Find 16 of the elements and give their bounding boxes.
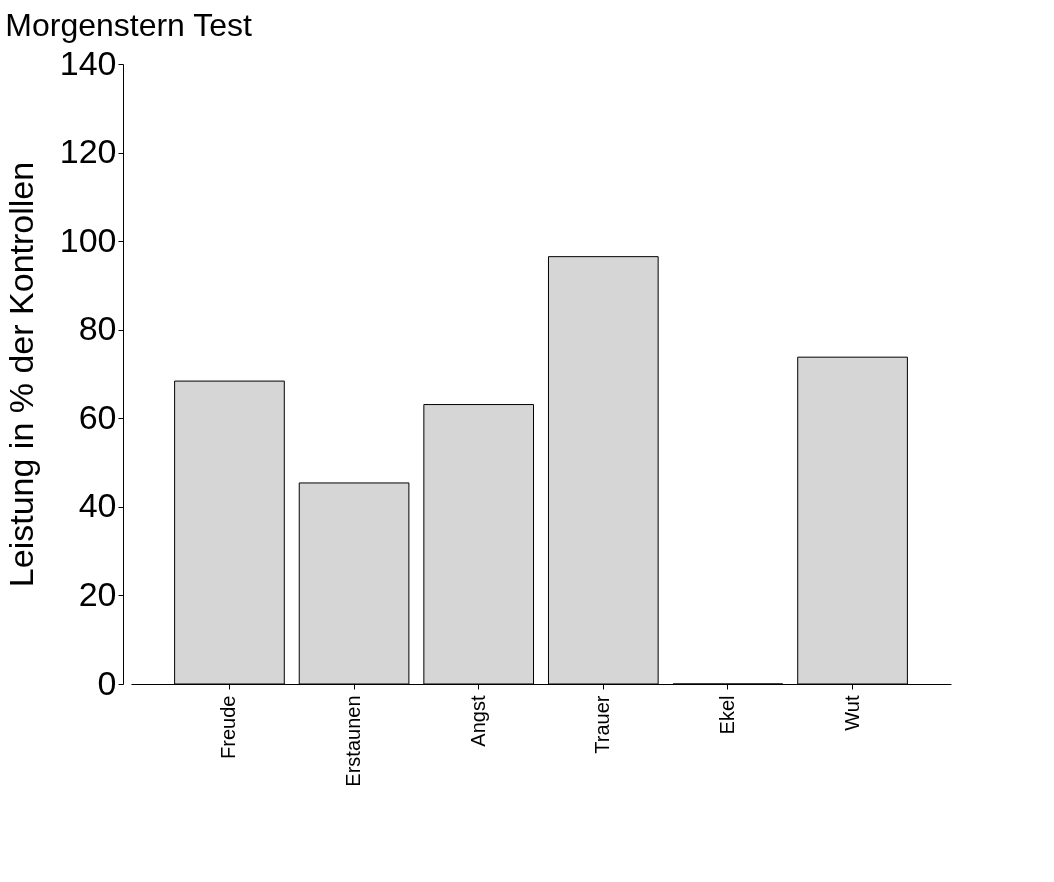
y-tick-label: 80 bbox=[78, 309, 117, 348]
y-tick-label: 100 bbox=[59, 220, 117, 259]
x-tick-label: Wut bbox=[840, 695, 863, 731]
y-axis-title: Leistung in % der Kontrollen bbox=[1, 161, 40, 588]
x-tick-label: Freude bbox=[217, 695, 240, 759]
x-tick-label: Angst bbox=[466, 695, 489, 747]
chart-title: Morgenstern Test bbox=[5, 7, 253, 43]
y-tick-label: 40 bbox=[78, 486, 117, 525]
y-tick-label: 140 bbox=[59, 43, 117, 82]
y-tick-label: 60 bbox=[78, 397, 117, 436]
x-tick-label: Ekel bbox=[715, 695, 738, 735]
y-tick-label: 0 bbox=[97, 663, 117, 702]
y-tick-label: 20 bbox=[78, 574, 117, 613]
x-tick-label: Trauer bbox=[591, 695, 614, 754]
y-tick-label: 120 bbox=[59, 132, 117, 171]
x-tick-label: Erstaunen bbox=[342, 695, 365, 787]
